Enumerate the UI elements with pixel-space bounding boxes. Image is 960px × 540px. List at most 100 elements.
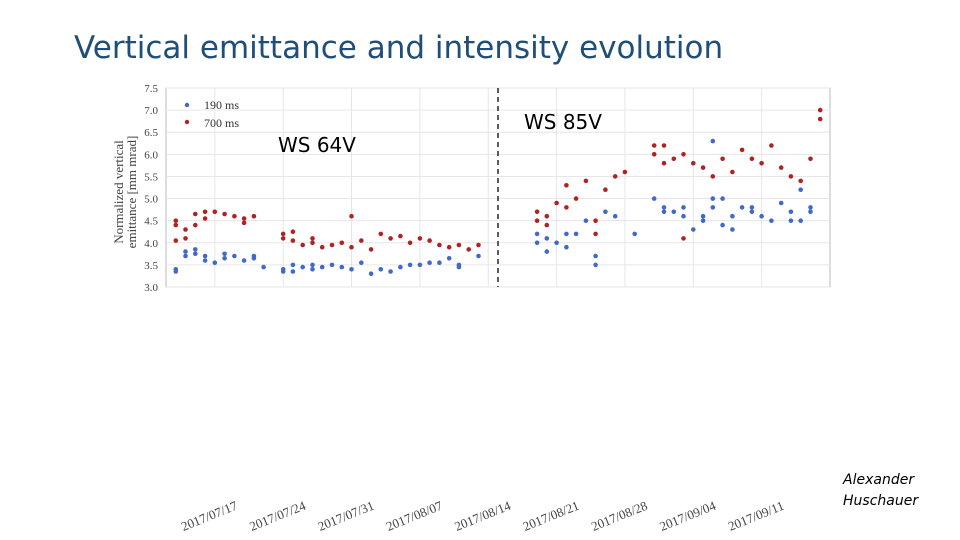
point-190ms (798, 218, 803, 223)
point-700ms (622, 169, 628, 175)
y-tick-label: 6.0 (144, 149, 158, 161)
point-700ms (310, 240, 315, 246)
point-190ms (710, 205, 716, 210)
point-190ms (202, 253, 208, 259)
author-first-name: Alexander (843, 472, 915, 488)
point-190ms (730, 227, 735, 232)
point-700ms (183, 236, 188, 241)
point-190ms (349, 267, 354, 272)
y-tick-label: 3.0 (144, 282, 158, 294)
point-190ms (388, 269, 393, 274)
y-tick-label: 5.0 (144, 194, 158, 206)
point-700ms (661, 143, 667, 148)
point-190ms (300, 264, 306, 270)
point-190ms (534, 240, 540, 246)
point-700ms (466, 247, 472, 252)
x-tick-label: 2017/08/28 (589, 498, 650, 534)
point-700ms (583, 178, 589, 184)
point-190ms (183, 249, 188, 254)
point-190ms (534, 231, 540, 237)
point-190ms (261, 264, 266, 270)
point-190ms (329, 262, 335, 268)
point-190ms (603, 209, 608, 215)
annotation-ws-64v: WS 64V (278, 133, 356, 157)
point-700ms (651, 152, 657, 157)
legend-marker-700ms (184, 119, 190, 125)
annotation-ws-85v: WS 85V (524, 110, 602, 134)
point-190ms (720, 196, 725, 201)
point-190ms (222, 255, 227, 261)
point-190ms (593, 262, 598, 268)
point-700ms (554, 200, 559, 206)
point-700ms (700, 165, 706, 170)
point-700ms (769, 143, 774, 148)
x-tick-label: 2017/07/31 (316, 498, 377, 534)
x-tick-label: 2017/09/11 (726, 498, 786, 534)
point-190ms (222, 251, 227, 257)
x-tick-label: 2017/07/24 (247, 498, 308, 534)
legend-marker-190ms (184, 102, 190, 108)
point-190ms (456, 264, 462, 270)
point-190ms (193, 247, 198, 252)
point-190ms (437, 260, 442, 266)
legend-label-190ms: 190 ms (204, 98, 239, 112)
point-700ms (603, 187, 608, 192)
point-190ms (310, 267, 315, 272)
point-700ms (671, 156, 677, 162)
point-700ms (544, 222, 550, 228)
point-700ms (329, 242, 335, 248)
point-190ms (232, 253, 237, 259)
point-700ms (544, 213, 550, 219)
y-tick-labels: 3.0 3.5 4.0 4.5 5.0 5.5 6.0 6.5 7.0 7.5 (144, 83, 158, 294)
point-700ms (398, 233, 403, 239)
point-190ms (290, 269, 296, 274)
point-190ms (183, 253, 188, 259)
legend-label-700ms: 700 ms (204, 116, 239, 130)
point-190ms (417, 262, 423, 268)
point-700ms (456, 242, 462, 248)
y-axis-label-line1: Normalized vertical (111, 140, 126, 244)
point-190ms (280, 269, 286, 274)
y-tick-label: 7.0 (144, 105, 158, 117)
point-700ms (193, 222, 198, 228)
point-190ms (788, 209, 794, 215)
point-190ms (798, 187, 803, 192)
y-tick-label: 5.5 (144, 171, 158, 183)
point-190ms (202, 258, 208, 263)
point-700ms (232, 213, 237, 219)
point-190ms (544, 249, 550, 254)
author-name: Alexander Huschauer (843, 470, 918, 512)
point-190ms (368, 271, 374, 277)
point-700ms (173, 218, 179, 223)
point-190ms (671, 209, 677, 215)
y-tick-label: 4.0 (144, 238, 158, 250)
point-700ms (388, 236, 393, 241)
point-700ms (691, 160, 696, 166)
point-700ms (612, 174, 618, 179)
point-700ms (349, 213, 354, 219)
point-700ms (427, 238, 432, 243)
point-190ms (749, 209, 755, 215)
x-tick-labels: 2017/07/17 2017/07/24 2017/07/31 2017/08/07… (179, 498, 786, 534)
point-190ms (564, 231, 569, 237)
point-700ms (241, 220, 247, 226)
point-700ms (759, 160, 764, 166)
legend: 190 ms 700 ms (184, 98, 239, 130)
point-190ms (808, 209, 813, 215)
point-700ms (817, 107, 823, 113)
point-190ms (593, 253, 598, 259)
point-700ms (319, 244, 325, 250)
point-700ms (593, 231, 598, 237)
point-190ms (241, 258, 247, 263)
point-700ms (564, 205, 569, 210)
x-tick-label: 2017/08/07 (384, 498, 445, 534)
point-190ms (544, 236, 550, 241)
point-190ms (476, 253, 481, 259)
point-190ms (681, 205, 686, 210)
point-190ms (788, 218, 794, 223)
point-190ms (808, 205, 813, 210)
point-700ms (417, 236, 423, 241)
y-tick-label: 4.5 (144, 216, 158, 228)
point-190ms (710, 196, 716, 201)
